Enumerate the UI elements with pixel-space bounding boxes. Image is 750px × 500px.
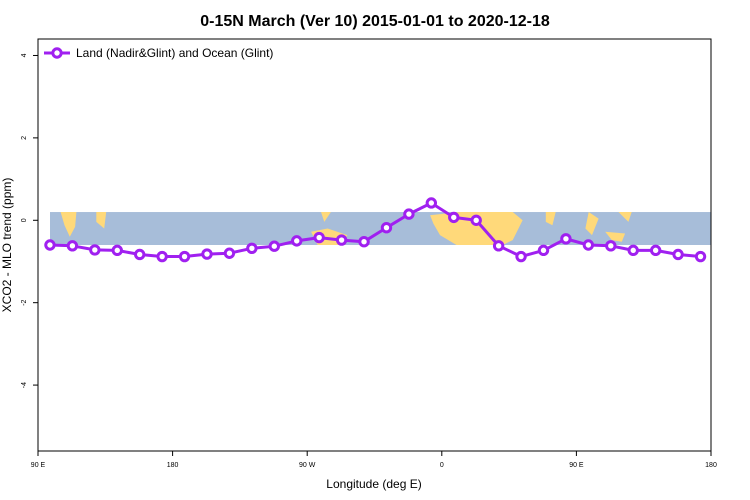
data-point [178, 250, 191, 263]
series-layer [44, 197, 707, 263]
data-point [133, 248, 146, 261]
land-shape [60, 212, 77, 237]
data-point [582, 239, 595, 251]
land-shape [321, 212, 331, 222]
data-point [492, 240, 505, 252]
land-shape [545, 212, 556, 226]
data-point [403, 208, 415, 220]
land-shape [605, 231, 626, 242]
data-point [380, 221, 393, 234]
data-point [425, 197, 438, 209]
y-tick-label: 0 [21, 218, 28, 222]
x-tick-label: 0 [440, 462, 444, 469]
plot-frame [37, 38, 712, 452]
data-point [358, 236, 370, 248]
data-point [223, 247, 236, 259]
data-point [560, 233, 572, 245]
data-point [694, 250, 707, 263]
y-axis-label: XCO2 - MLO trend (ppm) [0, 178, 14, 313]
data-point [89, 244, 101, 256]
legend-label: Land (Nadir&Glint) and Ocean (Glint) [76, 46, 273, 60]
legend-marker-swatch [51, 47, 63, 59]
data-point [44, 239, 56, 251]
data-point [672, 248, 684, 261]
x-tick-label: 90 E [569, 462, 584, 469]
data-point [111, 244, 123, 257]
x-tick-label: 180 [705, 462, 717, 469]
ocean-land-band [50, 212, 711, 245]
data-point [156, 250, 168, 263]
data-point [201, 248, 213, 260]
y-tick-label: -4 [21, 382, 28, 388]
data-point [268, 240, 280, 252]
data-point [448, 211, 460, 224]
ocean-band [50, 212, 711, 245]
chart-title: 0-15N March (Ver 10) 2015-01-01 to 2020-… [200, 13, 550, 30]
land-shape [96, 212, 107, 229]
y-tick-label: 4 [21, 53, 28, 57]
data-point [537, 244, 550, 257]
land-shape [585, 212, 599, 236]
x-axis-label: Longitude (deg E) [326, 477, 421, 491]
data-point [515, 250, 527, 263]
y-tick-label: -2 [21, 299, 28, 305]
data-point [291, 235, 303, 247]
data-point [605, 240, 617, 252]
data-point [627, 244, 639, 257]
data-point [66, 240, 79, 252]
x-tick-label: 90 E [31, 462, 46, 469]
data-point [649, 244, 662, 257]
y-tick-label: 2 [21, 136, 28, 140]
data-point [246, 242, 258, 254]
axis-ticks: 90 E 180 90 W 0 90 E 180 4 2 0 -2 -4 [21, 53, 717, 469]
data-point [470, 214, 482, 226]
x-tick-label: 90 W [299, 462, 316, 469]
legend: Land (Nadir&Glint) and Ocean (Glint) [44, 46, 273, 60]
land-shape [618, 212, 632, 222]
data-point [313, 231, 325, 244]
data-point [335, 234, 348, 246]
x-tick-label: 180 [167, 462, 179, 469]
